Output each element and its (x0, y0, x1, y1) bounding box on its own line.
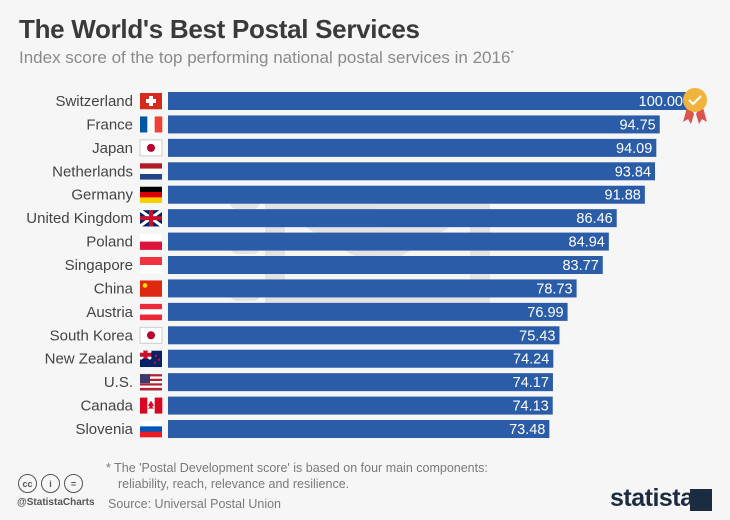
flag-icon (140, 257, 162, 274)
cc-icon: cc (18, 474, 37, 493)
data-label: 74.17 (513, 375, 549, 391)
category-label: Germany (71, 187, 133, 204)
category-label: United Kingdom (26, 210, 133, 227)
data-label: 74.24 (513, 352, 549, 368)
bar (168, 138, 657, 157)
category-label: France (86, 116, 133, 133)
bar (168, 162, 656, 181)
statista-logo-icon (690, 489, 712, 511)
bar (168, 396, 553, 415)
footnote-line-2: reliability, reach, relevance and resili… (118, 477, 350, 491)
statista-logo[interactable]: statista (610, 484, 694, 512)
attribution-icon: i (41, 474, 60, 493)
category-label: China (94, 280, 134, 297)
flag-icon (139, 208, 163, 228)
data-label: 83.77 (562, 258, 598, 274)
award-badge-icon (683, 88, 707, 124)
category-label: South Korea (50, 327, 134, 344)
data-label: 94.75 (619, 117, 655, 133)
bar (168, 420, 550, 439)
data-label: 86.46 (576, 211, 612, 227)
category-label: Netherlands (52, 163, 133, 180)
data-label: 74.13 (512, 399, 548, 415)
flag-icon (139, 326, 163, 344)
bar (168, 279, 577, 298)
bar-chart: Switzerland 100.00 France 94.75 Japan 94.09 Ne… (26, 88, 707, 439)
category-label: Poland (86, 234, 133, 251)
flag-icon (140, 374, 162, 391)
category-label: Austria (86, 304, 133, 321)
bar (168, 256, 603, 275)
chart-title: The World's Best Postal Services (19, 14, 420, 44)
subtitle-footnote-mark: * (510, 48, 514, 59)
data-label: 94.09 (616, 141, 652, 157)
category-label: Slovenia (75, 421, 133, 438)
data-label: 91.88 (605, 188, 641, 204)
bar (168, 115, 660, 134)
flag-icon (140, 163, 162, 180)
bar (168, 326, 560, 345)
category-label: Switzerland (55, 93, 133, 110)
subtitle-text: Index score of the top performing nation… (19, 48, 511, 67)
flag-icon (140, 397, 163, 414)
data-label: 100.00 (639, 94, 683, 110)
category-label: Japan (92, 140, 133, 157)
category-label: Canada (80, 398, 133, 415)
flag-icon (139, 139, 163, 157)
data-label: 75.43 (519, 328, 555, 344)
bar (168, 232, 609, 251)
data-label: 78.73 (536, 281, 572, 297)
flag-icon (140, 303, 162, 321)
data-label: 84.94 (569, 235, 605, 251)
flag-icon (140, 421, 162, 438)
category-label: Singapore (65, 257, 133, 274)
bar (168, 349, 554, 368)
flag-icon (139, 349, 162, 368)
bar (168, 92, 687, 110)
license-icons: cc i = (18, 474, 83, 493)
category-label: U.S. (104, 374, 133, 391)
flag-icon (140, 186, 162, 204)
bar (168, 209, 617, 228)
flag-icon (140, 93, 162, 110)
footnote-line-1: * The 'Postal Development score' is base… (106, 461, 488, 475)
source: Source: Universal Postal Union (108, 497, 281, 511)
data-label: 93.84 (615, 164, 651, 180)
bar (168, 302, 568, 321)
category-label: New Zealand (45, 351, 133, 368)
data-label: 73.48 (509, 422, 545, 438)
no-derivatives-icon: = (64, 474, 83, 493)
bar (168, 373, 553, 392)
flag-icon (140, 116, 163, 133)
data-label: 76.99 (527, 305, 563, 321)
chart-subtitle: Index score of the top performing nation… (19, 48, 514, 68)
flag-icon (140, 280, 162, 297)
flag-icon (140, 233, 162, 250)
bar (168, 185, 645, 204)
twitter-handle[interactable]: @StatistaCharts (17, 497, 95, 508)
